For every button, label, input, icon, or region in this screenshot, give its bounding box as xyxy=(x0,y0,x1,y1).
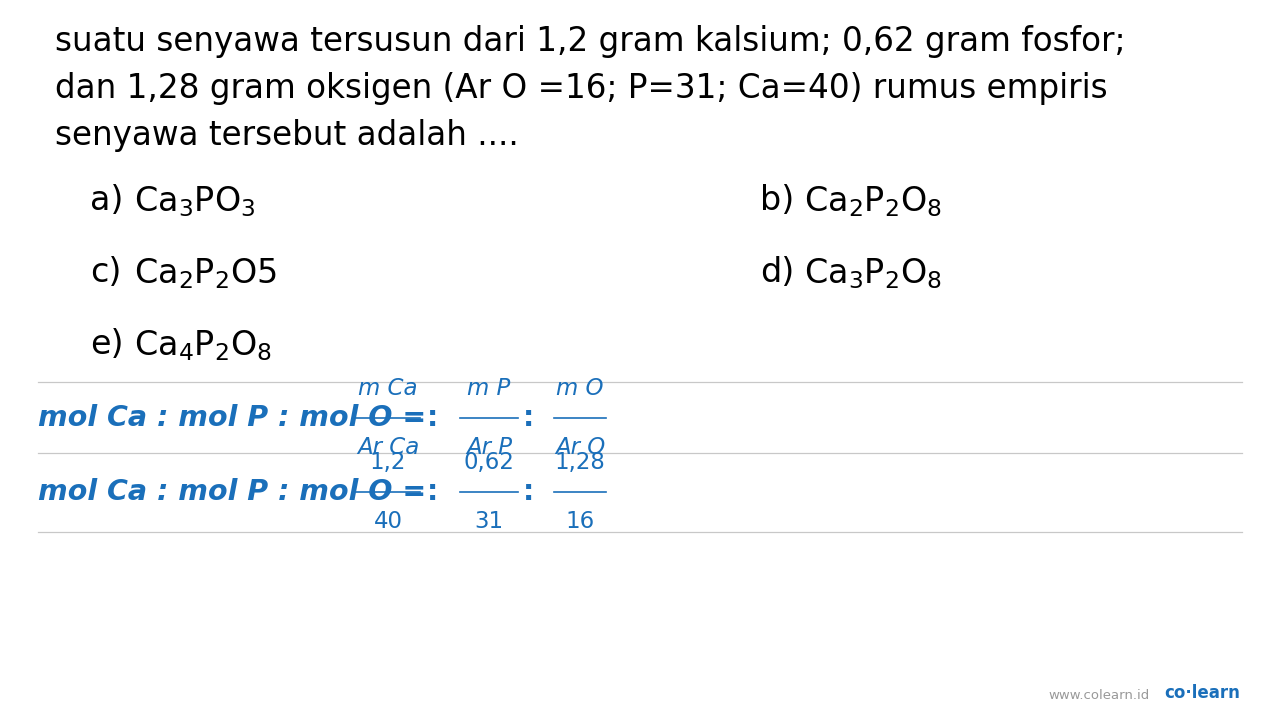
Text: $\mathrm{Ca_4P_2O_8}$: $\mathrm{Ca_4P_2O_8}$ xyxy=(134,328,273,363)
Text: 31: 31 xyxy=(475,510,503,533)
Text: suatu senyawa tersusun dari 1,2 gram kalsium; 0,62 gram fosfor;: suatu senyawa tersusun dari 1,2 gram kal… xyxy=(55,25,1125,58)
Text: b): b) xyxy=(760,184,795,217)
Text: m Ca: m Ca xyxy=(358,377,417,400)
Text: $\mathrm{Ca_2P_2O_8}$: $\mathrm{Ca_2P_2O_8}$ xyxy=(804,184,942,219)
Text: senyawa tersebut adalah ....: senyawa tersebut adalah .... xyxy=(55,119,518,152)
Text: 40: 40 xyxy=(374,510,402,533)
Text: m O: m O xyxy=(557,377,604,400)
Text: www.colearn.id: www.colearn.id xyxy=(1048,689,1149,702)
Text: :: : xyxy=(428,478,439,506)
Text: m P: m P xyxy=(467,377,511,400)
Text: c): c) xyxy=(90,256,122,289)
Text: $\mathrm{Ca_3PO_3}$: $\mathrm{Ca_3PO_3}$ xyxy=(134,184,256,219)
Text: e): e) xyxy=(90,328,123,361)
Text: Ar P: Ar P xyxy=(466,436,512,459)
Text: 1,28: 1,28 xyxy=(554,451,605,474)
Text: :: : xyxy=(524,404,535,432)
Text: 0,62: 0,62 xyxy=(463,451,515,474)
Text: $\mathrm{Ca_2P_2O5}$: $\mathrm{Ca_2P_2O5}$ xyxy=(134,256,276,291)
Text: a): a) xyxy=(90,184,123,217)
Text: :: : xyxy=(428,404,439,432)
Text: :: : xyxy=(524,478,535,506)
Text: $\mathrm{Ca_3P_2O_8}$: $\mathrm{Ca_3P_2O_8}$ xyxy=(804,256,942,291)
Text: mol Ca : mol P : mol O =: mol Ca : mol P : mol O = xyxy=(38,404,426,432)
Text: Ar Ca: Ar Ca xyxy=(357,436,419,459)
Text: co·learn: co·learn xyxy=(1164,684,1240,702)
Text: 16: 16 xyxy=(566,510,595,533)
Text: mol Ca : mol P : mol O =: mol Ca : mol P : mol O = xyxy=(38,478,426,506)
Text: 1,2: 1,2 xyxy=(370,451,406,474)
Text: d): d) xyxy=(760,256,795,289)
Text: Ar O: Ar O xyxy=(554,436,605,459)
Text: dan 1,28 gram oksigen (Ar O =16; P=31; Ca=40) rumus empiris: dan 1,28 gram oksigen (Ar O =16; P=31; C… xyxy=(55,72,1107,105)
